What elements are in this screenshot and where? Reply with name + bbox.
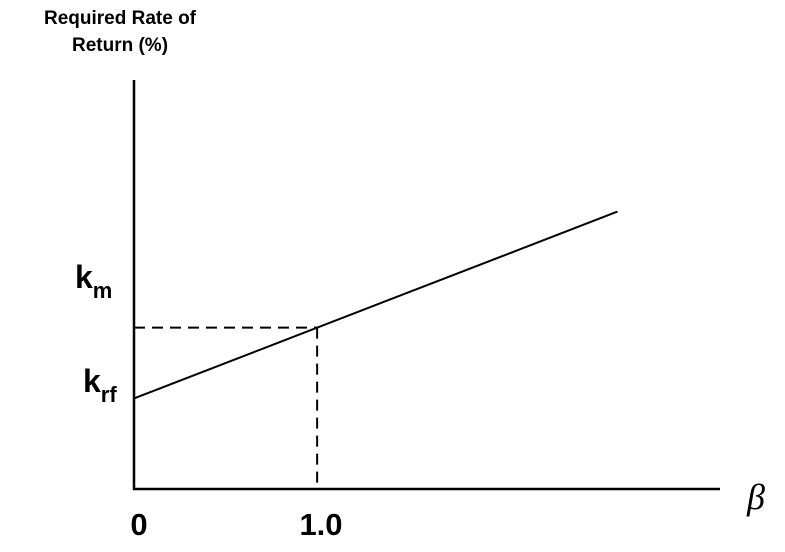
y-axis-label-line1: Required Rate of — [44, 8, 197, 29]
km-label: km — [75, 259, 112, 303]
x-tick-label-0: 0 — [130, 507, 147, 542]
krf-label: krf — [83, 363, 117, 407]
x-axis-label-beta: β — [746, 477, 765, 517]
krf-label-base: k — [83, 363, 101, 399]
krf-label-sub: rf — [101, 382, 118, 407]
km-label-base: k — [75, 259, 93, 295]
km-label-sub: m — [93, 278, 113, 303]
x-tick-label-1: 1.0 — [299, 507, 342, 542]
y-axis-label-line2: Return (%) — [72, 35, 168, 56]
security-market-line — [133, 210, 618, 400]
